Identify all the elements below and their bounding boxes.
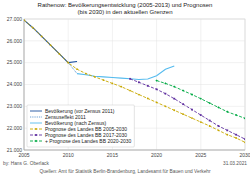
grid-line — [245, 19, 246, 150]
point-marker — [129, 78, 131, 80]
point-marker — [103, 79, 105, 81]
point-marker — [182, 103, 184, 105]
grid-line — [200, 19, 201, 150]
point-marker — [226, 111, 228, 113]
tick-label: 27.000 — [7, 16, 23, 22]
point-marker — [218, 125, 220, 127]
point-marker — [41, 36, 43, 38]
tick-label: 2020 — [151, 152, 162, 158]
point-marker — [244, 138, 245, 140]
tick-label: 26.000 — [7, 38, 23, 44]
legend-swatch — [30, 123, 42, 124]
point-marker — [155, 79, 157, 81]
point-marker — [173, 109, 175, 111]
point-marker — [182, 113, 184, 115]
point-marker — [235, 137, 237, 139]
legend-swatch — [30, 135, 42, 136]
point-marker — [76, 68, 78, 70]
legend-item: + Prognose des Landes BB 2020-2030 — [30, 138, 132, 144]
point-marker — [226, 134, 228, 136]
tick-label: 24.000 — [7, 81, 23, 87]
legend-box — [27, 105, 134, 147]
y-axis — [24, 19, 25, 150]
tick-label: 25.000 — [7, 59, 23, 65]
grid-line — [24, 40, 245, 41]
footnote: 31.03.2021 — [223, 161, 247, 166]
legend-marker — [35, 140, 37, 142]
point-marker — [173, 98, 175, 100]
point-marker — [200, 98, 202, 100]
point-marker — [244, 117, 245, 119]
point-marker — [67, 62, 69, 64]
grid-line — [24, 19, 245, 20]
tick-label: 2005 — [18, 152, 29, 158]
point-marker — [226, 129, 228, 131]
point-marker — [32, 27, 34, 29]
grid-line — [24, 19, 25, 150]
point-marker — [200, 114, 202, 116]
legend-swatch — [30, 129, 42, 130]
point-marker — [165, 93, 167, 95]
point-marker — [182, 89, 184, 91]
tick-label: 2025 — [195, 152, 206, 158]
grid-line — [24, 150, 245, 151]
point-marker — [217, 106, 219, 108]
tick-label: 2015 — [107, 152, 118, 158]
point-marker — [208, 102, 210, 104]
point-marker — [24, 19, 25, 21]
footnote: Quellen: Amt für Statistik Berlin-Brande… — [39, 169, 211, 174]
point-marker — [147, 98, 149, 100]
point-marker — [147, 85, 149, 87]
point-marker — [138, 94, 140, 96]
legend-marker — [35, 128, 37, 130]
point-marker — [173, 86, 175, 88]
point-marker — [165, 105, 167, 107]
point-marker — [218, 129, 220, 131]
point-marker — [244, 141, 245, 143]
legend-label: + Prognose des Landes BB 2020-2030 — [45, 138, 132, 144]
point-marker — [164, 82, 166, 84]
point-marker — [138, 81, 140, 83]
point-marker — [191, 109, 193, 111]
x-axis — [24, 150, 245, 151]
footnote: by: Hans G. Oberlack — [3, 161, 49, 166]
legend: Bevölkerung (vor Zensus 2011)Zensuseffek… — [27, 105, 134, 147]
point-marker — [94, 76, 96, 78]
legend-swatch — [30, 141, 42, 142]
series-line — [130, 79, 245, 139]
tick-label: 22.000 — [7, 125, 23, 131]
point-marker — [209, 125, 211, 127]
axes: 21.00022.00023.00024.00025.00026.00027.0… — [7, 16, 250, 158]
point-marker — [50, 44, 52, 46]
point-marker — [209, 120, 211, 122]
tick-label: 23.000 — [7, 103, 23, 109]
legend-swatch — [30, 117, 42, 118]
point-marker — [156, 102, 158, 104]
point-marker — [85, 73, 87, 75]
legend-marker — [35, 134, 37, 136]
grid-line — [156, 19, 157, 150]
series-line — [77, 66, 174, 80]
legend-swatch — [30, 111, 42, 112]
point-marker — [156, 88, 158, 90]
grid-line — [24, 84, 245, 85]
point-marker — [191, 93, 193, 95]
title: Rathenow: Bevölkerungsentwicklung (2005-… — [38, 2, 213, 15]
grid-line — [24, 62, 245, 63]
plot-area — [24, 19, 245, 150]
point-marker — [235, 114, 237, 116]
point-marker — [235, 134, 237, 136]
point-marker — [191, 117, 193, 119]
series-line — [157, 81, 245, 119]
point-marker — [120, 86, 122, 88]
point-marker — [200, 121, 202, 123]
chart: Rathenow: Bevölkerungsentwicklung (2005-… — [0, 0, 250, 177]
tick-label: 2030 — [239, 152, 250, 158]
point-marker — [112, 83, 114, 85]
series-line — [68, 63, 77, 74]
point-marker — [129, 90, 131, 92]
tick-label: 2010 — [63, 152, 74, 158]
point-marker — [58, 53, 60, 55]
